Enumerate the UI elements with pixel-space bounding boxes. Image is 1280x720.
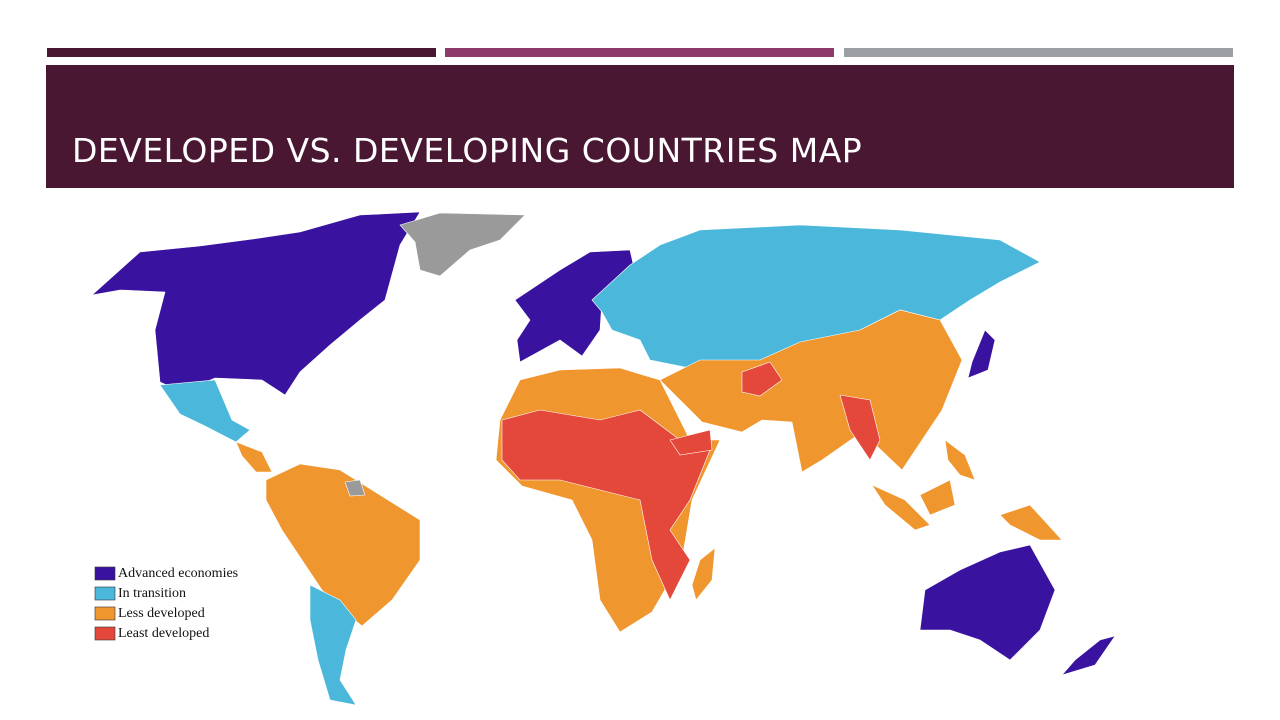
region: [919, 479, 956, 516]
legend-swatch: [94, 586, 116, 601]
legend-swatch: [94, 606, 116, 621]
region: [967, 329, 996, 379]
region: [1061, 635, 1116, 676]
region: [691, 547, 716, 601]
world-map: [91, 211, 1116, 706]
legend-label: Advanced economies: [118, 566, 238, 581]
accent-bar: [844, 48, 1233, 57]
region: [999, 504, 1063, 541]
region: [919, 544, 1056, 661]
legend-label: In transition: [118, 586, 186, 601]
region: [235, 441, 273, 473]
slide-title: DEVELOPED VS. DEVELOPING COUNTRIES MAP: [72, 131, 863, 170]
legend: Advanced economies In transition Less deve…: [94, 566, 238, 641]
region: [871, 484, 931, 531]
legend-label: Less developed: [118, 606, 205, 621]
accent-bar: [47, 48, 436, 57]
region: [944, 439, 976, 481]
region: [514, 249, 636, 363]
region: [91, 211, 421, 396]
region: [344, 479, 366, 497]
region: [501, 409, 711, 601]
legend-label: Least developed: [118, 626, 209, 641]
region: [159, 379, 251, 443]
region: [309, 584, 357, 706]
region: [669, 429, 713, 456]
title-band: DEVELOPED VS. DEVELOPING COUNTRIES MAP: [46, 65, 1234, 188]
region: [399, 212, 526, 277]
legend-swatch: [94, 626, 116, 641]
region: [659, 309, 963, 473]
region: [265, 463, 421, 627]
accent-bar: [445, 48, 834, 57]
region: [839, 394, 881, 461]
region: [741, 361, 783, 397]
legend-swatch: [94, 566, 116, 581]
